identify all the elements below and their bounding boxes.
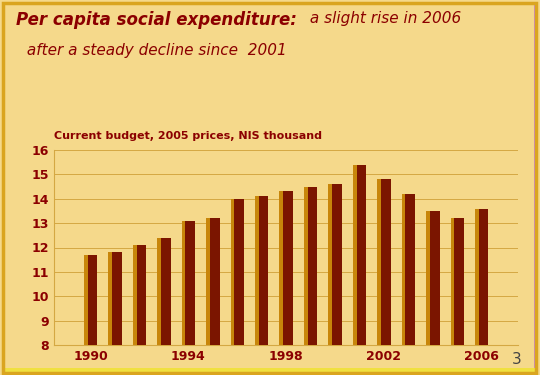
Bar bbox=[133, 245, 146, 345]
Bar bbox=[161, 238, 171, 345]
Bar bbox=[356, 165, 366, 345]
Bar bbox=[328, 184, 342, 345]
Bar bbox=[210, 218, 220, 345]
Bar bbox=[430, 211, 440, 345]
Bar bbox=[377, 179, 390, 345]
Bar bbox=[402, 194, 415, 345]
Bar bbox=[454, 218, 464, 345]
Bar bbox=[475, 209, 489, 345]
Bar bbox=[206, 218, 220, 345]
Bar bbox=[231, 199, 244, 345]
Bar bbox=[308, 187, 318, 345]
Bar bbox=[112, 252, 122, 345]
Bar bbox=[450, 218, 464, 345]
Bar bbox=[109, 252, 122, 345]
Bar bbox=[84, 255, 97, 345]
Bar bbox=[284, 191, 293, 345]
Text: Per capita social expenditure:: Per capita social expenditure: bbox=[16, 11, 297, 29]
Bar bbox=[137, 245, 146, 345]
Bar bbox=[280, 191, 293, 345]
Bar bbox=[381, 179, 391, 345]
Text: a slight rise in 2006: a slight rise in 2006 bbox=[305, 11, 461, 26]
Bar bbox=[479, 209, 489, 345]
Bar bbox=[406, 194, 415, 345]
Bar bbox=[259, 196, 268, 345]
Bar bbox=[332, 184, 342, 345]
Bar bbox=[255, 196, 268, 345]
Bar bbox=[304, 187, 318, 345]
Text: Current budget, 2005 prices, NIS thousand: Current budget, 2005 prices, NIS thousan… bbox=[54, 130, 322, 141]
Text: 3: 3 bbox=[511, 352, 521, 368]
Bar bbox=[157, 238, 171, 345]
Bar bbox=[426, 211, 440, 345]
Bar bbox=[181, 220, 195, 345]
Bar bbox=[185, 220, 195, 345]
Bar bbox=[234, 199, 244, 345]
Bar bbox=[353, 165, 366, 345]
Text: after a steady decline since  2001: after a steady decline since 2001 bbox=[22, 43, 286, 58]
Bar bbox=[87, 255, 97, 345]
